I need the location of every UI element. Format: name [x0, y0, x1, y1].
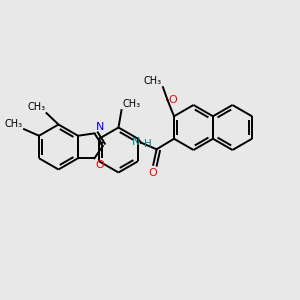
Text: CH₃: CH₃ — [122, 99, 140, 109]
Text: O: O — [169, 95, 177, 105]
Text: CH₃: CH₃ — [144, 76, 162, 86]
Text: H: H — [144, 140, 152, 149]
Text: N: N — [131, 137, 140, 147]
Text: N: N — [96, 122, 104, 132]
Text: CH₃: CH₃ — [5, 118, 23, 128]
Text: O: O — [148, 167, 157, 178]
Text: O: O — [95, 160, 104, 170]
Text: CH₃: CH₃ — [28, 102, 46, 112]
